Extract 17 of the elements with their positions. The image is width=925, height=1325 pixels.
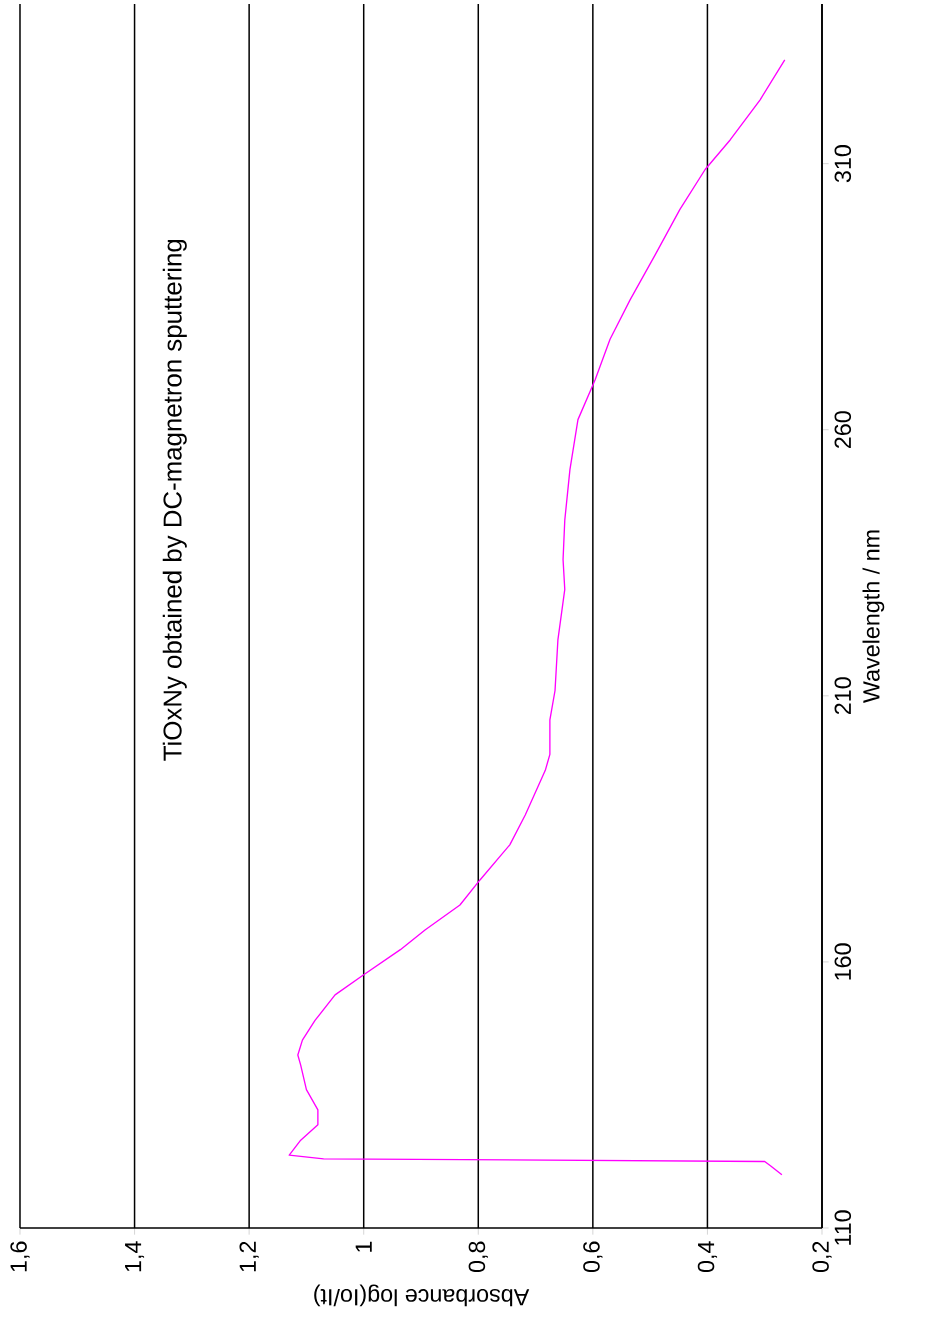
annotation: TiOxNy obtained by DC-magnetron sputtering <box>162 239 187 761</box>
x-tick-label: 0,4 <box>697 1241 718 1273</box>
y-tick-label: 110 <box>834 1210 852 1245</box>
x-tick-label: 1,2 <box>239 1241 259 1272</box>
x-tick-label: 1,4 <box>125 1241 145 1272</box>
y-tick-label: 210 <box>834 677 852 715</box>
x-tick-label: 0,6 <box>583 1241 603 1273</box>
x-tick-label: 1,6 <box>10 1241 30 1272</box>
y-tick-label: 310 <box>834 145 852 183</box>
x-tick-label: 0,8 <box>468 1241 488 1273</box>
y-tick-label: 160 <box>834 943 852 980</box>
line-series <box>288 59 786 1176</box>
y-axis-title: Wavelength / nm <box>862 530 885 703</box>
x-tick-label: 1 <box>355 1241 372 1252</box>
y-tick-label: 260 <box>834 411 852 449</box>
x-tick-label: 0,2 <box>812 1241 832 1273</box>
x-axis-title: Absorbance log(Io/It) <box>314 1284 530 1307</box>
